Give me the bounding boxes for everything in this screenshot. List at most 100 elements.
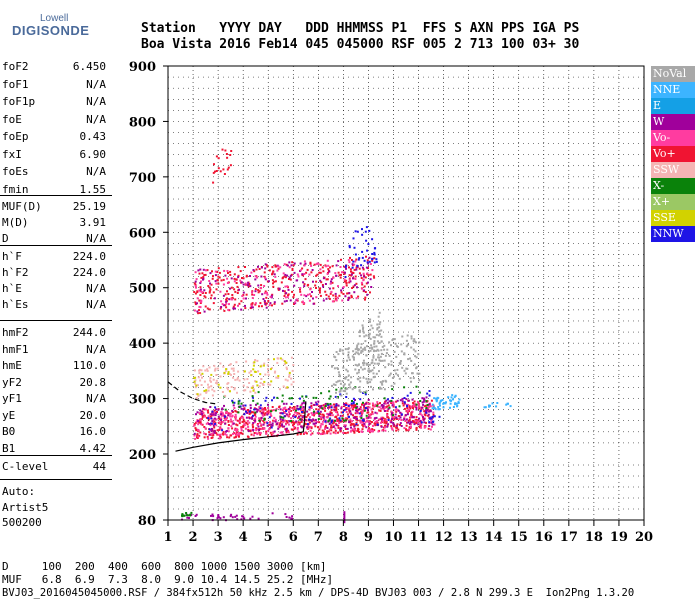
- echo-point: [285, 366, 288, 369]
- echo-point: [240, 407, 243, 410]
- echo-point: [356, 230, 359, 233]
- echo-point: [220, 279, 223, 282]
- echo-point: [264, 407, 266, 409]
- echo-point: [345, 282, 348, 284]
- echo-point: [335, 424, 338, 427]
- echo-point: [393, 416, 396, 418]
- echo-point: [318, 405, 321, 408]
- echo-point: [364, 298, 366, 301]
- x-tick-label: 15: [510, 530, 528, 545]
- echo-point: [285, 299, 288, 302]
- echo-point: [329, 412, 332, 415]
- echo-point: [290, 402, 293, 405]
- echo-point: [229, 418, 232, 421]
- echo-point: [288, 420, 291, 423]
- echo-point: [231, 427, 234, 430]
- echo-point: [363, 406, 366, 409]
- echo-point: [399, 411, 402, 414]
- legend-item-x: X-: [651, 178, 695, 194]
- echo-point: [351, 266, 354, 269]
- echo-point: [290, 417, 293, 420]
- echo-point: [369, 416, 372, 419]
- echo-point: [293, 271, 296, 274]
- echo-point: [403, 427, 406, 430]
- echo-point: [384, 402, 387, 405]
- echo-point: [270, 433, 273, 436]
- echo-point: [372, 355, 375, 358]
- echo-point: [413, 400, 416, 403]
- echo-point: [338, 294, 341, 297]
- echo-point: [394, 409, 397, 412]
- echo-point: [281, 423, 284, 426]
- echo-point: [363, 424, 366, 427]
- echo-point: [214, 414, 217, 417]
- echo-point: [268, 428, 271, 430]
- echo-point: [373, 349, 375, 352]
- echo-point: [265, 296, 268, 299]
- echo-point: [308, 408, 311, 411]
- echo-point: [315, 287, 317, 289]
- param-value: N/A: [86, 282, 106, 295]
- echo-point: [339, 348, 342, 351]
- echo-point: [290, 377, 293, 380]
- param-clevel: C-level 44: [2, 460, 106, 478]
- echo-point: [391, 428, 394, 431]
- echo-point: [405, 367, 408, 370]
- echo-point: [194, 386, 197, 389]
- echo-point: [371, 407, 374, 410]
- echo-point: [384, 419, 386, 422]
- echo-point: [418, 426, 421, 429]
- echo-point: [338, 419, 341, 422]
- echo-point: [327, 420, 330, 423]
- echo-point: [283, 425, 286, 428]
- echo-point: [359, 380, 362, 383]
- echo-point: [362, 364, 365, 367]
- echo-point: [356, 344, 359, 347]
- echo-point: [412, 340, 415, 343]
- echo-point: [339, 419, 342, 422]
- echo-point: [373, 261, 376, 264]
- echo-point: [374, 411, 377, 414]
- echo-point: [400, 343, 403, 346]
- echo-point: [315, 396, 318, 399]
- echo-point: [430, 417, 433, 420]
- echo-point: [423, 405, 426, 408]
- echo-point: [381, 404, 384, 406]
- echo-point: [333, 424, 336, 427]
- echo-point: [318, 415, 321, 418]
- echo-point: [316, 432, 319, 435]
- echo-point: [206, 421, 209, 424]
- echo-point: [355, 421, 358, 424]
- echo-point: [274, 409, 277, 412]
- echo-point: [227, 382, 230, 384]
- echo-point: [393, 369, 396, 372]
- echo-point: [250, 374, 253, 377]
- echo-point: [309, 425, 312, 428]
- echo-point: [392, 414, 395, 417]
- echo-point: [329, 414, 332, 417]
- echo-point: [393, 382, 396, 385]
- echo-point: [196, 411, 199, 414]
- echo-point: [207, 386, 210, 389]
- echo-point: [392, 403, 394, 406]
- echo-point: [217, 383, 220, 386]
- echo-point: [345, 284, 348, 287]
- echo-point: [376, 420, 379, 423]
- echo-point: [209, 424, 212, 427]
- echo-point: [331, 365, 334, 367]
- echo-point: [254, 302, 257, 305]
- echo-point: [288, 516, 291, 519]
- echo-point: [267, 407, 270, 409]
- param-key: foF2: [2, 60, 29, 73]
- echo-point: [242, 384, 245, 387]
- echo-point: [356, 286, 358, 289]
- echo-point: [341, 287, 344, 290]
- echo-point: [400, 413, 403, 416]
- echo-point: [411, 398, 414, 401]
- echo-point: [255, 408, 257, 411]
- echo-point: [257, 284, 260, 287]
- echo-point: [271, 406, 274, 408]
- param-key: foF1: [2, 77, 29, 91]
- echo-point: [236, 391, 238, 394]
- echo-point: [384, 366, 387, 369]
